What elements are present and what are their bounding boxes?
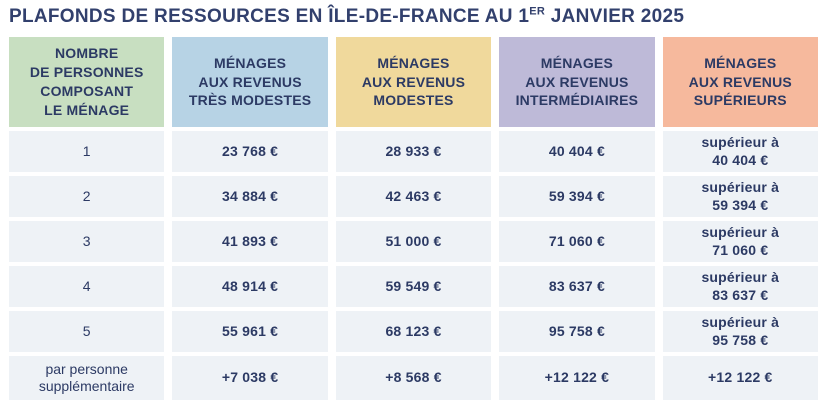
tres-modestes-value: 55 961 € xyxy=(172,311,328,352)
modestes-value: 51 000 € xyxy=(335,221,492,262)
tres-modestes-value: 34 884 € xyxy=(172,176,328,217)
modestes-value: +8 568 € xyxy=(335,356,492,400)
tres-modestes-value: +7 038 € xyxy=(172,356,328,400)
col-header-intermediaires: MÉNAGES AUX REVENUS INTERMÉDIAIRES xyxy=(499,37,655,127)
col-header-tres-modestes: MÉNAGES AUX REVENUS TRÈS MODESTES xyxy=(172,37,328,127)
household-size-cell: 2 xyxy=(9,176,165,217)
household-size-cell: 3 xyxy=(9,221,165,262)
superieurs-value: +12 122 € xyxy=(662,356,818,400)
resource-ceilings-table: NOMBRE DE PERSONNES COMPOSANT LE MÉNAGE … xyxy=(9,37,818,400)
household-size-cell: 5 xyxy=(9,311,165,352)
intermediaires-value: 83 637 € xyxy=(499,266,655,307)
tres-modestes-value: 41 893 € xyxy=(172,221,328,262)
household-size-cell: 4 xyxy=(9,266,165,307)
modestes-value: 28 933 € xyxy=(335,131,492,172)
superieurs-value: supérieur à 95 758 € xyxy=(662,311,818,352)
intermediaires-value: 71 060 € xyxy=(499,221,655,262)
page-title: PLAFONDS DE RESSOURCES EN ÎLE-DE-FRANCE … xyxy=(0,0,828,28)
modestes-value: 68 123 € xyxy=(335,311,492,352)
col-header-modestes: MÉNAGES AUX REVENUS MODESTES xyxy=(335,37,492,127)
intermediaires-value: +12 122 € xyxy=(499,356,655,400)
intermediaires-value: 59 394 € xyxy=(499,176,655,217)
intermediaires-value: 95 758 € xyxy=(499,311,655,352)
household-size-cell: 1 xyxy=(9,131,165,172)
title-suffix: JANVIER 2025 xyxy=(545,6,685,27)
title-text: PLAFONDS DE RESSOURCES EN ÎLE-DE-FRANCE … xyxy=(9,6,530,27)
col-header-household-size: NOMBRE DE PERSONNES COMPOSANT LE MÉNAGE xyxy=(9,37,165,127)
superieurs-value: supérieur à 71 060 € xyxy=(662,221,818,262)
tres-modestes-value: 48 914 € xyxy=(172,266,328,307)
superieurs-value: supérieur à 83 637 € xyxy=(662,266,818,307)
intermediaires-value: 40 404 € xyxy=(499,131,655,172)
col-header-superieurs: MÉNAGES AUX REVENUS SUPÉRIEURS xyxy=(662,37,818,127)
additional-person-label: par personne supplémentaire xyxy=(9,356,165,400)
modestes-value: 42 463 € xyxy=(335,176,492,217)
tres-modestes-value: 23 768 € xyxy=(172,131,328,172)
title-superscript: ER xyxy=(529,5,546,18)
modestes-value: 59 549 € xyxy=(335,266,492,307)
superieurs-value: supérieur à 59 394 € xyxy=(662,176,818,217)
superieurs-value: supérieur à 40 404 € xyxy=(662,131,818,172)
